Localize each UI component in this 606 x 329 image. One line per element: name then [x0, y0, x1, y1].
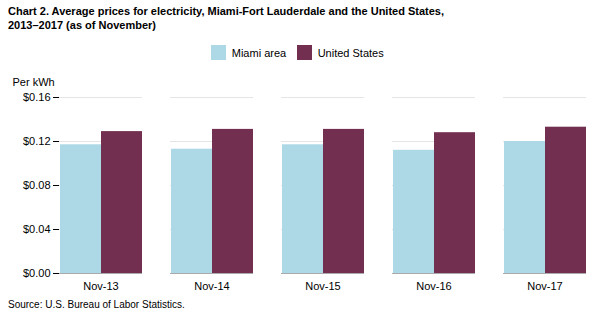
- svg-text:$0.12: $0.12: [23, 135, 51, 147]
- svg-text:Per kWh: Per kWh: [13, 76, 55, 88]
- svg-text:Nov-16: Nov-16: [416, 280, 451, 292]
- svg-text:$0.08: $0.08: [23, 179, 51, 191]
- html-text:Chart 2. Average prices for el: Chart 2. Average prices for electricity,…: [8, 5, 444, 17]
- html-text:2013–2017 (as of November): 2013–2017 (as of November): [8, 19, 156, 31]
- html-text:United States: United States: [317, 46, 384, 59]
- svg-text:Nov-13: Nov-13: [83, 280, 118, 292]
- html-text:Miami area: Miami area: [231, 46, 287, 59]
- html-text:Source: U.S. Bureau of Labor S: Source: U.S. Bureau of Labor Statistics.: [8, 298, 185, 310]
- svg-text:$0.00: $0.00: [23, 267, 51, 279]
- svg-text:Nov-14: Nov-14: [194, 280, 229, 292]
- svg-text:$0.16: $0.16: [23, 91, 51, 103]
- svg-text:Nov-17: Nov-17: [527, 280, 562, 292]
- svg-text:$0.04: $0.04: [23, 223, 51, 235]
- svg-text:Nov-15: Nov-15: [305, 280, 340, 292]
